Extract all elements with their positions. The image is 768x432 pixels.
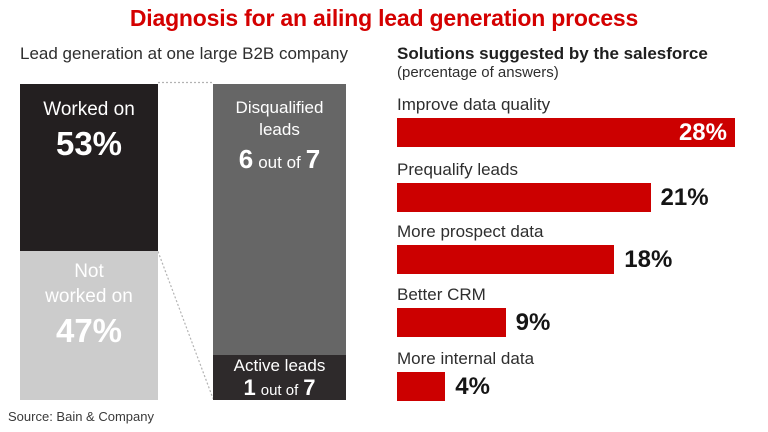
disqualified-connector-text: out of bbox=[258, 153, 301, 172]
right-chart-title: Solutions suggested by the salesforce bbox=[397, 44, 708, 63]
solution-value: 9% bbox=[515, 308, 551, 336]
active-leads-label: Active leads bbox=[233, 355, 326, 375]
solution-label: Improve data quality bbox=[397, 95, 551, 114]
solution-row: Improve data quality 28% 28% bbox=[397, 94, 768, 147]
solution-bar: 9% bbox=[397, 308, 506, 337]
disqualified-label-line1: Disqualified bbox=[235, 98, 324, 117]
not-worked-on-segment: Not worked on 47% bbox=[20, 251, 158, 400]
solution-bar: 18% bbox=[397, 245, 615, 274]
disqualified-numerator: 6 bbox=[238, 144, 254, 174]
active-numerator: 1 bbox=[243, 374, 256, 400]
solution-value: 28% bbox=[678, 118, 727, 146]
disqualified-fraction: 6 out of 7 bbox=[238, 144, 321, 175]
worked-on-segment: Worked on 53% bbox=[20, 84, 158, 252]
solution-row: Prequalify leads 21% 21% bbox=[397, 159, 768, 212]
solution-value: 18% bbox=[624, 245, 673, 273]
disqualified-label-line2: leads bbox=[259, 120, 300, 139]
active-leads-segment: Active leads 1 out of 7 bbox=[213, 354, 346, 400]
active-connector-text: out of bbox=[260, 381, 299, 399]
not-worked-on-value: 47% bbox=[55, 312, 123, 350]
solution-bar: 4% bbox=[397, 372, 446, 401]
page-title: Diagnosis for an ailing lead generation … bbox=[129, 5, 639, 31]
solution-label: More prospect data bbox=[397, 222, 544, 241]
solution-row: More prospect data 18% 18% bbox=[397, 221, 768, 274]
not-worked-on-label-line2: worked on bbox=[45, 286, 133, 308]
solution-label: More internal data bbox=[397, 349, 535, 368]
solution-row: More internal data 4% 4% bbox=[397, 348, 768, 401]
source-note: Source: Bain & Company bbox=[8, 409, 154, 424]
disqualified-denominator: 7 bbox=[305, 144, 321, 174]
solution-value: 4% bbox=[455, 372, 490, 400]
solution-bar: 28% bbox=[397, 118, 735, 147]
dotted-connector-diagonal bbox=[157, 251, 214, 399]
worked-on-value: 53% bbox=[55, 125, 123, 162]
active-fraction: 1 out of 7 bbox=[243, 375, 315, 400]
solution-value: 21% bbox=[660, 183, 709, 211]
right-chart-subtitle: (percentage of answers) bbox=[397, 64, 559, 81]
active-denominator: 7 bbox=[303, 374, 316, 400]
not-worked-on-label-line1: Not bbox=[74, 261, 104, 283]
worked-on-label: Worked on bbox=[43, 99, 135, 120]
disqualified-leads-segment: Disqualified leads 6 out of 7 bbox=[213, 84, 346, 355]
solution-row: Better CRM 9% 9% bbox=[397, 284, 768, 337]
solution-bar: 21% bbox=[397, 183, 651, 212]
solution-label: Better CRM bbox=[397, 285, 486, 304]
solution-label: Prequalify leads bbox=[397, 160, 518, 179]
worked-leads-detail-bar: Disqualified leads 6 out of 7 Active lea… bbox=[213, 84, 346, 400]
all-leads-bar: Worked on 53% Not worked on 47% bbox=[20, 84, 158, 400]
left-chart-title: Lead generation at one large B2B company bbox=[20, 44, 348, 63]
